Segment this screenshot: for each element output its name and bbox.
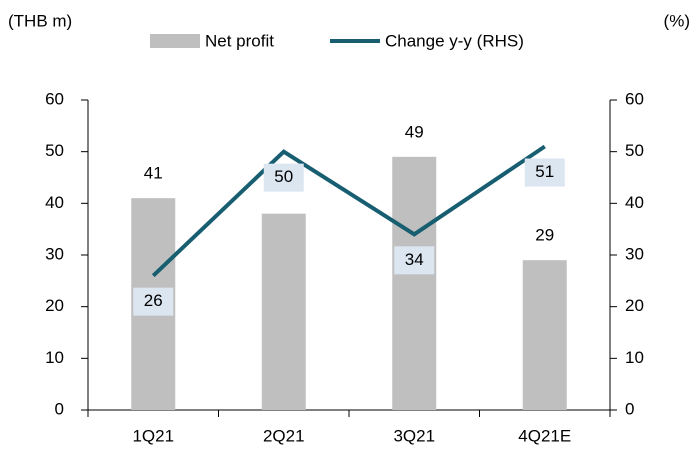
bar-label: 41 (144, 164, 163, 183)
y2-tick-label: 0 (625, 399, 634, 418)
line-label: 51 (535, 162, 554, 181)
x-tick-label: 1Q21 (132, 426, 174, 445)
y2-tick-label: 20 (625, 296, 644, 315)
y-tick-label: 50 (45, 141, 64, 160)
y-tick-label: 60 (45, 89, 64, 108)
y2-tick-label: 30 (625, 244, 644, 263)
line-label: 50 (274, 167, 293, 186)
y-axis-label: (THB m) (8, 11, 72, 30)
y-tick-label: 0 (55, 399, 64, 418)
y2-tick-label: 40 (625, 193, 644, 212)
y2-tick-label: 60 (625, 89, 644, 108)
line-label-box (524, 158, 565, 187)
line-label-box (394, 246, 435, 275)
bar (522, 260, 567, 410)
bar (261, 213, 306, 410)
bar (392, 156, 437, 410)
bar-label: 49 (405, 122, 424, 141)
y-tick-label: 40 (45, 193, 64, 212)
legend-label: Change y-y (RHS) (385, 31, 524, 50)
y2-tick-label: 10 (625, 348, 644, 367)
y-tick-label: 20 (45, 296, 64, 315)
y2-axis-label: (%) (664, 11, 690, 30)
line-label-box (263, 163, 304, 192)
line-label: 26 (144, 291, 163, 310)
x-tick-label: 3Q21 (393, 426, 435, 445)
legend-label: Net profit (205, 31, 274, 50)
x-tick-label: 4Q21E (518, 426, 571, 445)
line (151, 144, 546, 278)
line-label-box (133, 287, 174, 316)
bar-label: 29 (535, 226, 554, 245)
line-label: 34 (405, 250, 424, 269)
y2-tick-label: 50 (625, 141, 644, 160)
legend-swatch (150, 34, 200, 48)
y-tick-label: 30 (45, 244, 64, 263)
y-tick-label: 10 (45, 348, 64, 367)
x-tick-label: 2Q21 (263, 426, 305, 445)
